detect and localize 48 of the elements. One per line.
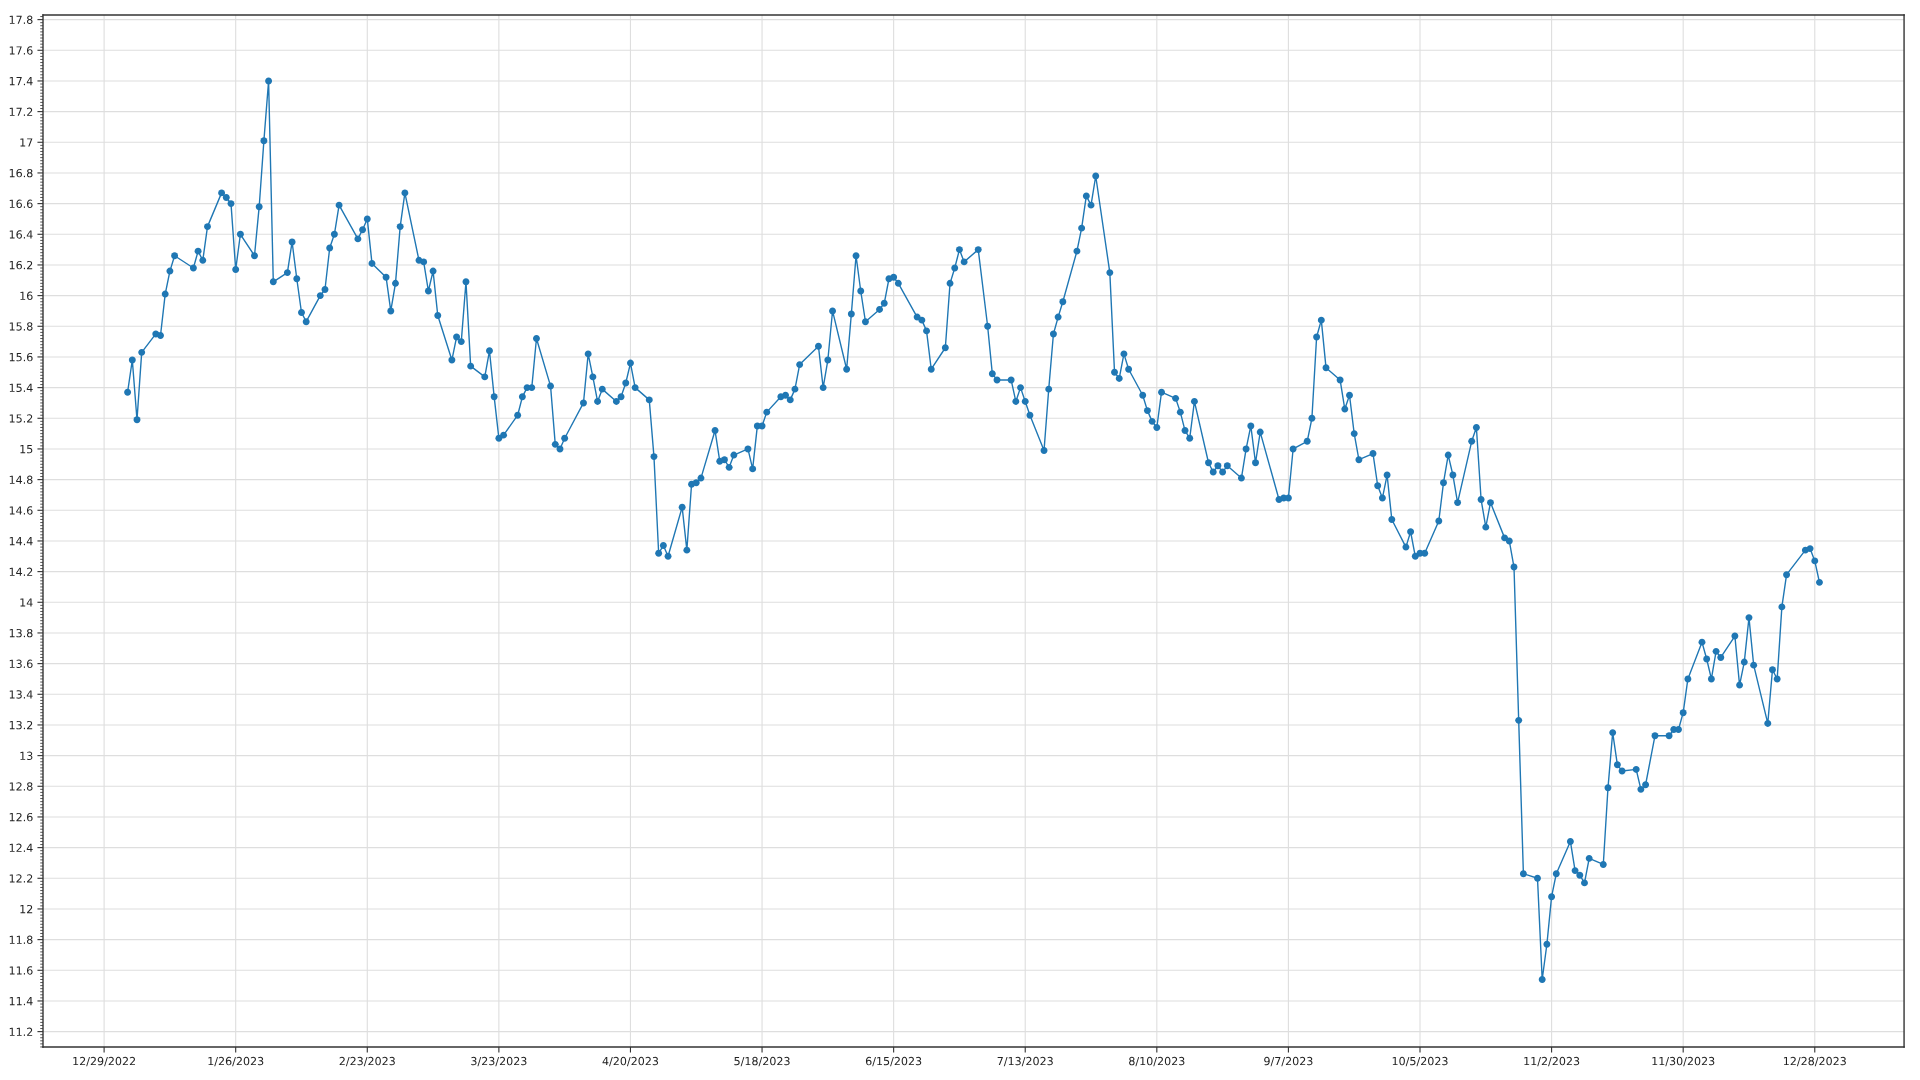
y-tick-label: 11.6 bbox=[9, 966, 33, 975]
x-tick-label: 6/15/2023 bbox=[865, 1056, 922, 1067]
y-tick-label: 12.2 bbox=[9, 874, 33, 883]
y-tick-label: 14.4 bbox=[9, 537, 33, 546]
x-tick-label: 7/13/2023 bbox=[997, 1056, 1053, 1067]
x-tick-label: 11/2/2023 bbox=[1524, 1056, 1580, 1067]
x-tick-label: 12/29/2022 bbox=[73, 1056, 136, 1067]
y-tick-label: 16.2 bbox=[9, 260, 33, 270]
y-tick-label: 15.4 bbox=[9, 383, 33, 392]
y-tick-label: 15.6 bbox=[9, 352, 33, 362]
y-tick-label: 14 bbox=[20, 598, 33, 607]
y-tick-label: 14.8 bbox=[9, 475, 33, 484]
y-tick-label: 16 bbox=[20, 291, 33, 300]
y-tick-label: 13 bbox=[20, 751, 33, 760]
y-tick-label: 14.2 bbox=[9, 567, 33, 576]
x-tick-label: 12/28/2023 bbox=[1783, 1056, 1846, 1067]
y-tick-label: 13.2 bbox=[9, 720, 33, 730]
y-tick-label: 11.8 bbox=[9, 935, 33, 944]
y-tick-label: 17 bbox=[20, 138, 33, 147]
y-tick-label: 17.2 bbox=[9, 107, 33, 116]
x-tick-label: 1/26/2023 bbox=[208, 1056, 264, 1067]
y-tick-label: 14.6 bbox=[9, 506, 33, 515]
y-tick-label: 11.4 bbox=[9, 997, 33, 1006]
x-tick-label: 5/18/2023 bbox=[734, 1056, 790, 1067]
x-tick-label: 11/30/2023 bbox=[1652, 1056, 1715, 1067]
y-tick-label: 16.8 bbox=[9, 168, 33, 178]
y-tick-label: 12.4 bbox=[9, 843, 33, 852]
x-tick-label: 2/23/2023 bbox=[339, 1056, 395, 1067]
y-tick-label: 13.8 bbox=[9, 628, 33, 638]
y-tick-label: 11.2 bbox=[9, 1027, 33, 1036]
y-tick-label: 15.8 bbox=[9, 322, 33, 331]
y-tick-label: 17.8 bbox=[9, 15, 33, 24]
y-tick-label: 13.4 bbox=[9, 690, 33, 699]
x-tick-label: 8/10/2023 bbox=[1129, 1056, 1185, 1067]
y-tick-label: 12 bbox=[20, 904, 33, 914]
y-tick-label: 15 bbox=[20, 445, 33, 454]
y-tick-label: 15.2 bbox=[9, 414, 33, 423]
x-tick-label: 4/20/2023 bbox=[602, 1056, 659, 1067]
y-tick-label: 12.6 bbox=[9, 812, 33, 822]
y-tick-label: 13.6 bbox=[9, 659, 33, 668]
y-tick-label: 17.4 bbox=[9, 77, 33, 86]
x-tick-label: 3/23/2023 bbox=[471, 1056, 527, 1067]
x-tick-label: 9/7/2023 bbox=[1264, 1056, 1313, 1067]
y-tick-label: 16.6 bbox=[9, 199, 33, 208]
y-tick-label: 16.4 bbox=[9, 230, 33, 239]
x-tick-label: 10/5/2023 bbox=[1392, 1056, 1448, 1067]
y-tick-label: 17.6 bbox=[9, 46, 33, 55]
y-tick-label: 12.8 bbox=[9, 782, 33, 791]
